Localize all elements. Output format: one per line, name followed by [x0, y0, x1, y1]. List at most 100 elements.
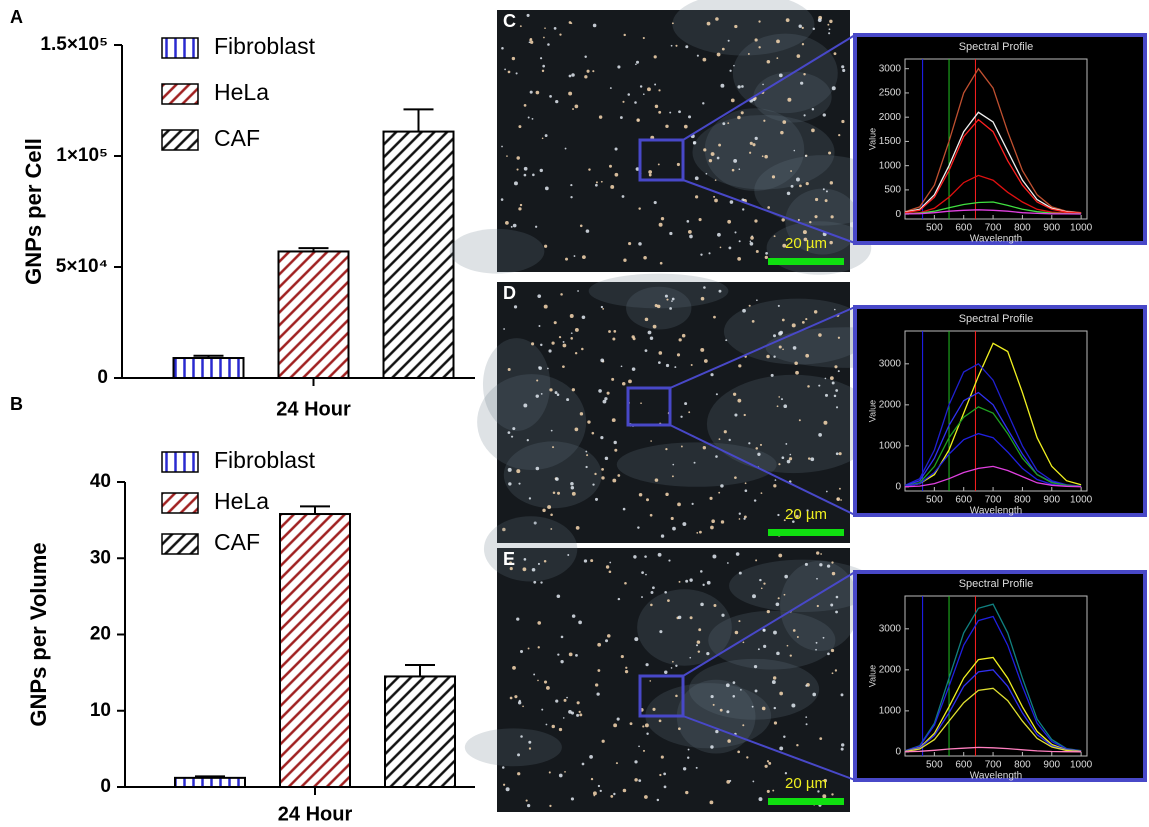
- particle: [508, 368, 511, 371]
- y-tick-label: 2000: [879, 112, 902, 123]
- particle: [775, 479, 777, 481]
- particle: [737, 750, 740, 753]
- x-axis-label: Wavelength: [970, 506, 1022, 517]
- particle: [544, 560, 547, 563]
- particle: [816, 551, 819, 554]
- particle: [671, 45, 673, 47]
- particle: [623, 789, 627, 793]
- particle: [536, 379, 538, 381]
- particle: [787, 645, 789, 647]
- particle: [755, 447, 758, 450]
- particle: [762, 707, 766, 711]
- particle: [649, 680, 651, 682]
- particle: [617, 65, 620, 68]
- particle: [587, 420, 590, 423]
- particle: [696, 532, 698, 534]
- particle: [825, 199, 828, 202]
- cell: [780, 561, 859, 651]
- particle: [729, 780, 731, 782]
- particle: [540, 344, 542, 346]
- particle: [745, 489, 748, 492]
- particle: [805, 354, 809, 358]
- particle: [609, 570, 612, 573]
- particle: [549, 95, 552, 98]
- particle: [657, 799, 659, 801]
- particle: [594, 473, 596, 475]
- particle: [711, 695, 714, 698]
- particle: [750, 241, 752, 243]
- particle: [596, 181, 598, 183]
- particle: [634, 101, 637, 104]
- particle: [693, 141, 696, 144]
- particle: [596, 692, 599, 695]
- particle: [555, 391, 558, 394]
- particle: [839, 452, 842, 455]
- particle: [773, 334, 776, 337]
- particle: [752, 781, 754, 783]
- particle: [825, 378, 827, 380]
- particle: [600, 436, 603, 439]
- x-tick-label: 700: [985, 760, 1002, 771]
- particle: [720, 84, 724, 88]
- particle: [633, 555, 636, 558]
- particle: [790, 170, 792, 172]
- particle: [738, 364, 741, 367]
- particle: [582, 255, 586, 259]
- particle: [655, 105, 658, 108]
- particle: [767, 790, 770, 793]
- particle: [808, 457, 810, 459]
- particle: [530, 91, 533, 94]
- particle: [727, 739, 731, 743]
- particle: [502, 766, 505, 769]
- particle: [782, 456, 785, 459]
- particle: [623, 508, 626, 511]
- figure: A05×10⁴1×10⁵1.5×10⁵GNPs per Cell24 HourF…: [0, 0, 1149, 827]
- particle: [671, 517, 674, 520]
- y-tick-label: 1000: [879, 160, 902, 171]
- particle: [736, 552, 740, 556]
- particle: [609, 562, 611, 564]
- particle: [827, 24, 829, 26]
- particle: [721, 614, 724, 617]
- particle: [621, 365, 623, 367]
- particle: [812, 108, 814, 110]
- particle: [651, 591, 654, 594]
- particle: [658, 89, 660, 91]
- particle: [752, 320, 755, 323]
- particle: [815, 649, 817, 651]
- particle: [710, 745, 713, 748]
- particle: [557, 654, 559, 656]
- particle: [823, 188, 825, 190]
- particle: [742, 724, 744, 726]
- particle: [671, 300, 673, 302]
- particle: [600, 790, 602, 792]
- particle: [741, 111, 744, 114]
- particle: [842, 69, 845, 72]
- particle: [784, 575, 788, 579]
- particle: [791, 703, 795, 707]
- particle: [578, 621, 582, 625]
- particle: [536, 467, 540, 471]
- particle: [608, 330, 611, 333]
- particle: [799, 419, 801, 421]
- particle: [672, 22, 674, 24]
- particle: [739, 240, 741, 242]
- particle: [658, 553, 662, 557]
- particle: [658, 163, 660, 165]
- particle: [570, 196, 572, 198]
- particle: [756, 250, 759, 253]
- y-tick-label: 0: [895, 209, 901, 220]
- particle: [563, 341, 565, 343]
- particle: [571, 486, 574, 489]
- particle: [527, 439, 529, 441]
- particle: [677, 502, 681, 506]
- particle: [645, 723, 649, 727]
- particle: [664, 785, 667, 788]
- particle: [807, 385, 810, 388]
- particle: [834, 365, 837, 368]
- particle: [528, 117, 530, 119]
- particle: [634, 637, 638, 641]
- particle: [743, 641, 745, 643]
- particle: [559, 336, 561, 338]
- particle: [653, 325, 657, 329]
